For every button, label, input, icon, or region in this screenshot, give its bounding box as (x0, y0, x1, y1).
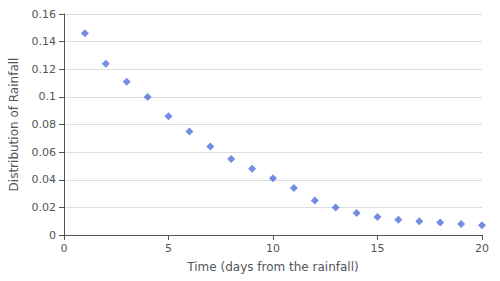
svg-text:20: 20 (475, 242, 489, 255)
svg-text:15: 15 (371, 242, 385, 255)
svg-text:0.04: 0.04 (32, 173, 57, 186)
svg-text:0: 0 (61, 242, 68, 255)
svg-text:0.06: 0.06 (32, 146, 57, 159)
svg-text:0.12: 0.12 (32, 63, 57, 76)
svg-text:Distribution of Rainfall: Distribution of Rainfall (7, 58, 21, 192)
svg-text:0.16: 0.16 (32, 8, 57, 21)
svg-text:0.14: 0.14 (32, 35, 57, 48)
svg-text:0.08: 0.08 (32, 118, 57, 131)
svg-text:10: 10 (266, 242, 280, 255)
svg-text:0.1: 0.1 (39, 90, 57, 103)
svg-text:5: 5 (165, 242, 172, 255)
svg-text:0.02: 0.02 (32, 201, 57, 214)
svg-text:Time (days from the rainfall): Time (days from the rainfall) (186, 260, 358, 274)
svg-text:0: 0 (49, 229, 56, 242)
